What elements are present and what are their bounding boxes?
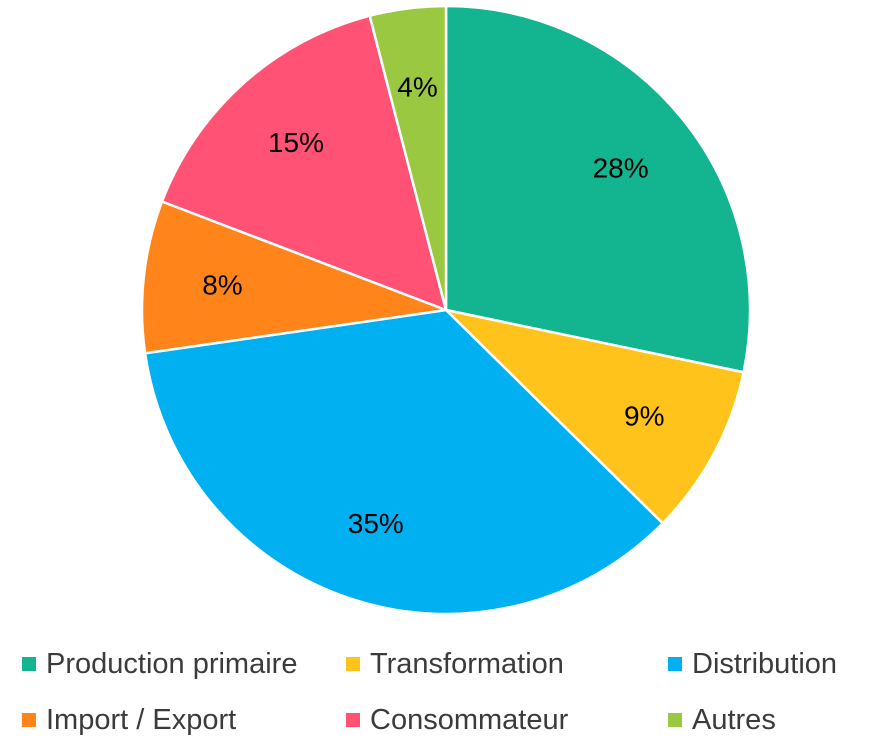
legend-item-autres: Autres (668, 700, 776, 740)
legend-swatch (22, 713, 36, 727)
slice-data-label: 9% (624, 401, 664, 432)
pie-chart: 28% 9% 35% 8% 15% 4% (140, 4, 752, 616)
slice-data-label: 8% (202, 270, 242, 301)
pie-slice-consommateur (160, 14, 448, 312)
legend-label: Consommateur (370, 703, 569, 736)
pie-slice-production-primaire (444, 4, 752, 374)
chart-legend: Production primaire Transformation Distr… (0, 630, 896, 738)
legend-swatch (346, 657, 360, 671)
pie-slice-autres (368, 4, 448, 312)
slice-data-label: 28% (593, 153, 649, 184)
legend-label: Production primaire (46, 647, 298, 680)
slice-data-label: 4% (397, 71, 437, 102)
pie-slice-import-export (140, 200, 448, 355)
legend-item-production-primaire: Production primaire (22, 644, 297, 684)
legend-swatch (346, 713, 360, 727)
legend-label: Distribution (692, 647, 838, 680)
legend-item-transformation: Transformation (346, 644, 564, 684)
legend-item-distribution: Distribution (668, 644, 837, 684)
legend-swatch (668, 657, 682, 671)
pie-slice-distribution (143, 308, 664, 616)
pie-slice-transformation (444, 308, 745, 525)
legend-swatch (668, 713, 682, 727)
slice-data-label: 15% (268, 127, 324, 158)
legend-label: Import / Export (46, 703, 237, 736)
legend-item-import-export: Import / Export (22, 700, 236, 740)
legend-item-consommateur: Consommateur (346, 700, 568, 740)
legend-swatch (22, 657, 36, 671)
slice-data-label: 35% (348, 508, 404, 539)
legend-label: Autres (692, 703, 776, 736)
legend-label: Transformation (370, 647, 564, 680)
